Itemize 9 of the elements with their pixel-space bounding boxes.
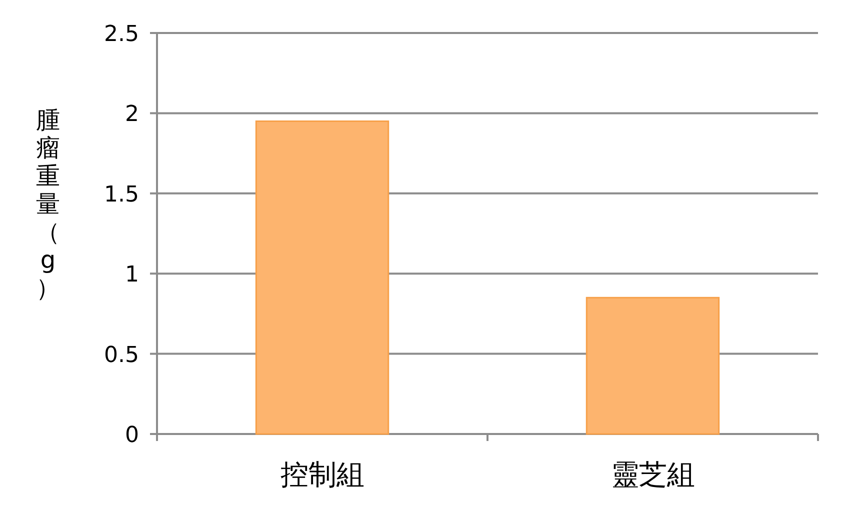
y-tick-label: 0 [125, 423, 139, 448]
y-tick-label: 2 [125, 102, 139, 128]
y-tick-label: 1.5 [104, 182, 139, 208]
y-tick-label: 0.5 [104, 342, 139, 368]
y-tick-label: 1 [125, 262, 139, 288]
y-tick-label: 2.5 [104, 22, 139, 47]
x-tick-label: 控制組 [280, 458, 364, 491]
y-axis-title: 腫瘤重量（g） [36, 106, 60, 302]
x-tick-label: 靈芝組 [610, 458, 695, 491]
